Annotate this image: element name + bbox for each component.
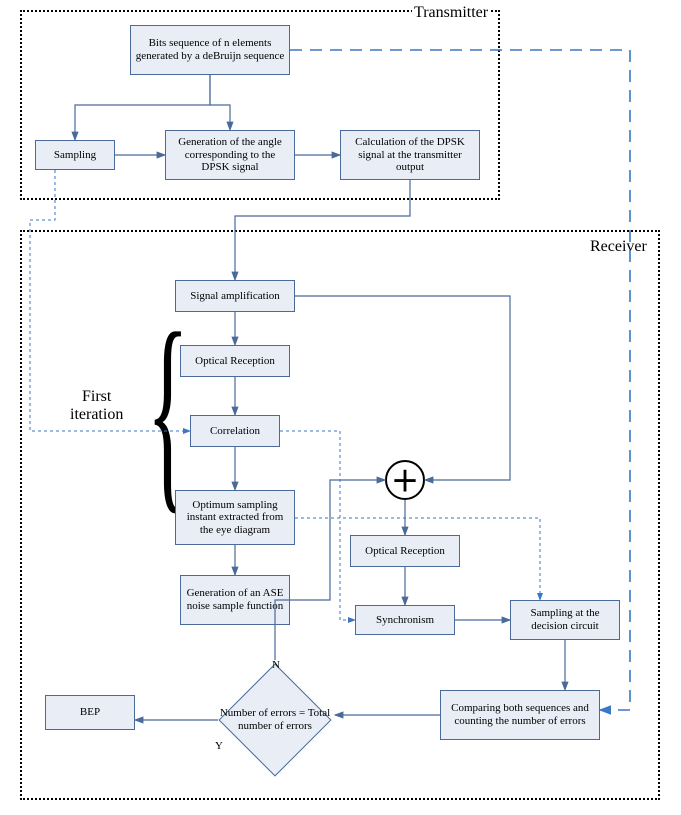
node-decision-text: Number of errors = Total number of error… xyxy=(219,680,331,760)
first-iteration-label: Firstiteration xyxy=(70,388,123,423)
node-optrec1: Optical Reception xyxy=(180,345,290,377)
node-angle: Generation of the angle corresponding to… xyxy=(165,130,295,180)
node-bep: BEP xyxy=(45,695,135,730)
node-calcdpsk: Calculation of the DPSK signal at the tr… xyxy=(340,130,480,180)
node-optrec2: Optical Reception xyxy=(350,535,460,567)
decision-n-label: N xyxy=(272,659,280,671)
node-bits: Bits sequence of n elements generated by… xyxy=(130,25,290,75)
sum-node: ＋ xyxy=(385,460,425,500)
brace: { xyxy=(147,300,189,520)
decision-y-label: Y xyxy=(215,740,223,752)
transmitter-label: Transmitter xyxy=(412,4,490,22)
node-decision: Number of errors = Total number of error… xyxy=(235,680,315,760)
node-correl: Correlation xyxy=(190,415,280,447)
node-sampling: Sampling xyxy=(35,140,115,170)
node-sync: Synchronism xyxy=(355,605,455,635)
node-sigamp: Signal amplification xyxy=(175,280,295,312)
node-asenoise: Generation of an ASE noise sample functi… xyxy=(180,575,290,625)
node-optsamp: Optimum sampling instant extracted from … xyxy=(175,490,295,545)
receiver-label: Receiver xyxy=(588,238,649,256)
node-sampdec: Sampling at the decision circuit xyxy=(510,600,620,640)
node-compare: Comparing both sequences and counting th… xyxy=(440,690,600,740)
